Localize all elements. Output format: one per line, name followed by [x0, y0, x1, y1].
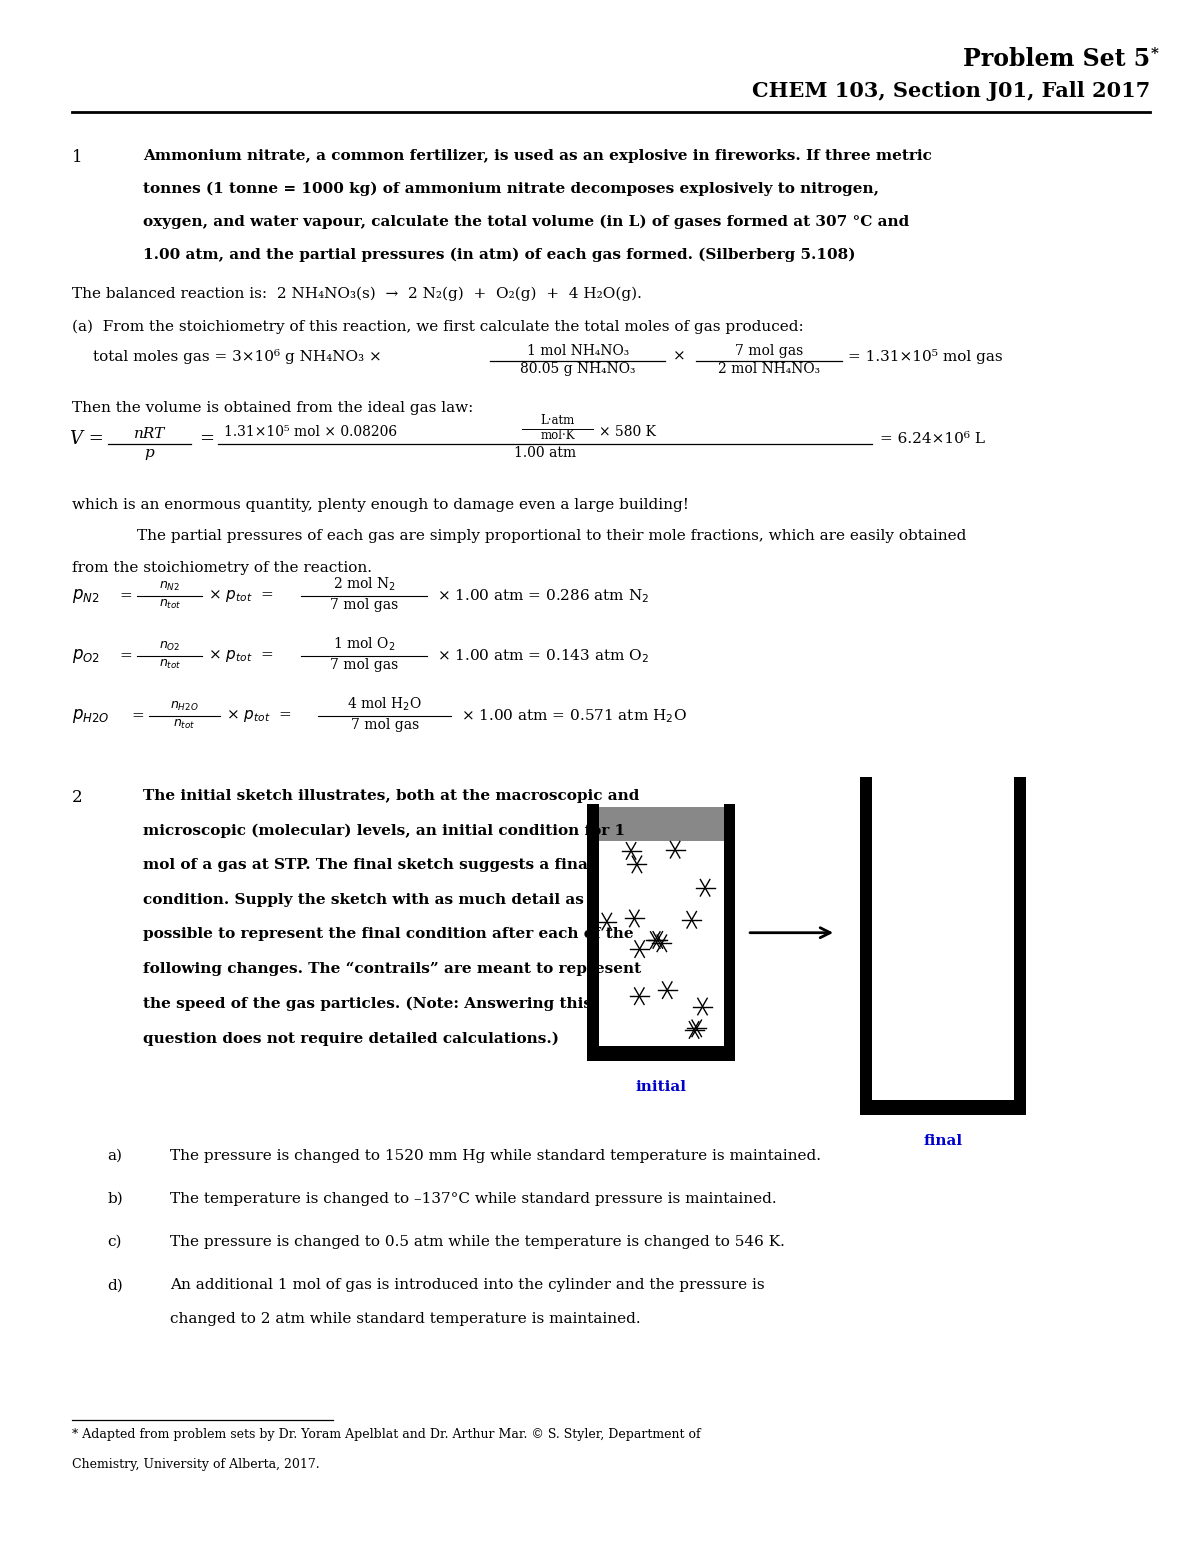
- Bar: [587, 804, 599, 1061]
- Text: final: final: [923, 1134, 962, 1148]
- Text: $n_{H2O}$: $n_{H2O}$: [170, 700, 199, 713]
- Text: the speed of the gas particles. (Note: Answering this: the speed of the gas particles. (Note: A…: [143, 997, 592, 1011]
- Text: × 1.00 atm = 0.286 atm N$_2$: × 1.00 atm = 0.286 atm N$_2$: [437, 587, 649, 606]
- Text: 1.00 atm: 1.00 atm: [514, 446, 576, 460]
- Text: p: p: [144, 446, 154, 460]
- Text: 1.31×10⁵ mol × 0.08206: 1.31×10⁵ mol × 0.08206: [223, 426, 397, 439]
- Text: × 1.00 atm = 0.571 atm H$_2$O: × 1.00 atm = 0.571 atm H$_2$O: [461, 708, 686, 725]
- Text: 1.00 atm, and the partial pressures (in atm) of each gas formed. (Silberberg 5.1: 1.00 atm, and the partial pressures (in …: [143, 248, 856, 262]
- Text: nRT: nRT: [133, 427, 164, 441]
- Text: which is an enormous quantity, plenty enough to damage even a large building!: which is an enormous quantity, plenty en…: [72, 499, 689, 512]
- Text: ×: ×: [672, 349, 685, 363]
- Text: 1 mol NH₄NO₃: 1 mol NH₄NO₃: [527, 343, 629, 357]
- Text: =: =: [131, 710, 144, 724]
- Text: b): b): [108, 1193, 124, 1207]
- Text: × 580 K: × 580 K: [599, 426, 656, 439]
- Text: $p_{H2O}$: $p_{H2O}$: [72, 708, 109, 725]
- Text: total moles gas = 3×10⁶ g NH₄NO₃ ×: total moles gas = 3×10⁶ g NH₄NO₃ ×: [94, 349, 382, 363]
- Text: The balanced reaction is:  2 NH₄NO₃(s)  →  2 N₂(g)  +  O₂(g)  +  4 H₂O(g).: The balanced reaction is: 2 NH₄NO₃(s) → …: [72, 287, 642, 301]
- Text: =: =: [120, 649, 132, 663]
- Text: mol of a gas at STP. The final sketch suggests a final: mol of a gas at STP. The final sketch su…: [143, 859, 594, 873]
- Text: = 6.24×10⁶ L: = 6.24×10⁶ L: [880, 432, 985, 446]
- Text: $n_{O2}$: $n_{O2}$: [160, 640, 180, 654]
- Text: condition. Supply the sketch with as much detail as: condition. Supply the sketch with as muc…: [143, 893, 584, 907]
- Text: oxygen, and water vapour, calculate the total volume (in L) of gases formed at 3: oxygen, and water vapour, calculate the …: [143, 214, 910, 230]
- Text: $n_{tot}$: $n_{tot}$: [174, 717, 196, 731]
- Text: An additional 1 mol of gas is introduced into the cylinder and the pressure is: An additional 1 mol of gas is introduced…: [170, 1278, 766, 1292]
- Bar: [859, 1100, 1026, 1115]
- Text: Ammonium nitrate, a common fertilizer, is used as an explosive in fireworks. If : Ammonium nitrate, a common fertilizer, i…: [143, 149, 932, 163]
- Bar: [859, 776, 871, 1115]
- Text: $n_{N2}$: $n_{N2}$: [160, 581, 180, 593]
- Text: $p_{O2}$: $p_{O2}$: [72, 648, 100, 665]
- Text: mol·K: mol·K: [540, 429, 575, 441]
- Text: The partial pressures of each gas are simply proportional to their mole fraction: The partial pressures of each gas are si…: [137, 528, 967, 542]
- Text: initial: initial: [636, 1079, 686, 1093]
- Text: question does not require detailed calculations.): question does not require detailed calcu…: [143, 1031, 559, 1045]
- Text: a): a): [108, 1149, 122, 1163]
- Text: V =: V =: [70, 430, 104, 449]
- Text: $n_{tot}$: $n_{tot}$: [158, 598, 181, 610]
- Bar: [599, 808, 724, 842]
- Text: CHEM 103, Section J01, Fall 2017: CHEM 103, Section J01, Fall 2017: [751, 81, 1150, 101]
- Text: 1 mol O$_2$: 1 mol O$_2$: [332, 637, 395, 654]
- Bar: [587, 1045, 736, 1061]
- Text: d): d): [108, 1278, 124, 1292]
- Text: 80.05 g NH₄NO₃: 80.05 g NH₄NO₃: [520, 362, 636, 376]
- Text: from the stoichiometry of the reaction.: from the stoichiometry of the reaction.: [72, 561, 372, 575]
- Text: × $p_{tot}$  =: × $p_{tot}$ =: [226, 708, 292, 725]
- Text: =: =: [199, 430, 214, 449]
- Text: c): c): [108, 1235, 122, 1249]
- Text: × 1.00 atm = 0.143 atm O$_2$: × 1.00 atm = 0.143 atm O$_2$: [437, 648, 649, 665]
- Text: × $p_{tot}$  =: × $p_{tot}$ =: [209, 649, 274, 665]
- Text: (a)  From the stoichiometry of this reaction, we first calculate the total moles: (a) From the stoichiometry of this react…: [72, 320, 804, 334]
- Text: The pressure is changed to 1520 mm Hg while standard temperature is maintained.: The pressure is changed to 1520 mm Hg wh…: [170, 1149, 821, 1163]
- Text: Chemistry, University of Alberta, 2017.: Chemistry, University of Alberta, 2017.: [72, 1458, 319, 1471]
- Bar: [724, 804, 736, 1061]
- Text: * Adapted from problem sets by Dr. Yoram Apelblat and Dr. Arthur Mar. © S. Style: * Adapted from problem sets by Dr. Yoram…: [72, 1427, 701, 1441]
- Text: The initial sketch illustrates, both at the macroscopic and: The initial sketch illustrates, both at …: [143, 789, 640, 803]
- Text: L·atm: L·atm: [540, 415, 575, 427]
- Text: 4 mol H$_2$O: 4 mol H$_2$O: [347, 696, 422, 713]
- Text: microscopic (molecular) levels, an initial condition for 1: microscopic (molecular) levels, an initi…: [143, 823, 625, 837]
- Text: possible to represent the final condition after each of the: possible to represent the final conditio…: [143, 927, 634, 941]
- Bar: [1014, 776, 1026, 1115]
- Text: 7 mol gas: 7 mol gas: [330, 598, 398, 612]
- Text: 7 mol gas: 7 mol gas: [330, 658, 398, 672]
- Text: tonnes (1 tonne = 1000 kg) of ammonium nitrate decomposes explosively to nitroge: tonnes (1 tonne = 1000 kg) of ammonium n…: [143, 182, 880, 196]
- Text: =: =: [120, 590, 132, 604]
- Text: 7 mol gas: 7 mol gas: [350, 717, 419, 731]
- Text: The pressure is changed to 0.5 atm while the temperature is changed to 546 K.: The pressure is changed to 0.5 atm while…: [170, 1235, 785, 1249]
- Text: *: *: [1151, 47, 1159, 61]
- Text: 7 mol gas: 7 mol gas: [736, 343, 803, 357]
- Text: following changes. The “contrails” are meant to represent: following changes. The “contrails” are m…: [143, 961, 641, 977]
- Text: $p_{N2}$: $p_{N2}$: [72, 587, 100, 606]
- Text: $n_{tot}$: $n_{tot}$: [158, 658, 181, 671]
- Text: changed to 2 atm while standard temperature is maintained.: changed to 2 atm while standard temperat…: [170, 1312, 641, 1326]
- Text: The temperature is changed to –137°C while standard pressure is maintained.: The temperature is changed to –137°C whi…: [170, 1193, 778, 1207]
- Text: = 1.31×10⁵ mol gas: = 1.31×10⁵ mol gas: [848, 349, 1002, 363]
- Text: Problem Set 5: Problem Set 5: [962, 47, 1150, 71]
- Text: 2 mol NH₄NO₃: 2 mol NH₄NO₃: [718, 362, 820, 376]
- Text: 2: 2: [72, 789, 83, 806]
- Text: Then the volume is obtained from the ideal gas law:: Then the volume is obtained from the ide…: [72, 401, 474, 415]
- Text: 1: 1: [72, 149, 83, 166]
- Text: 2 mol N$_2$: 2 mol N$_2$: [332, 576, 396, 593]
- Text: × $p_{tot}$  =: × $p_{tot}$ =: [209, 589, 274, 604]
